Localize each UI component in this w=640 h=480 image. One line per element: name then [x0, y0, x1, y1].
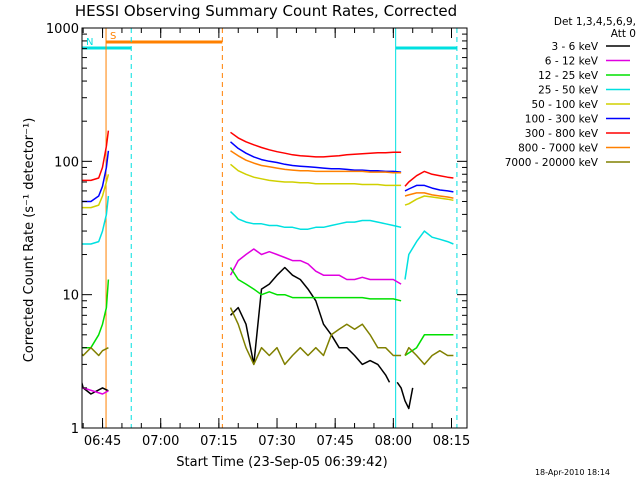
series-line-8-1 [229, 307, 402, 366]
x-tick-label: 06:45 [84, 434, 121, 449]
x-tick-label: 08:00 [375, 434, 412, 449]
annotation-bar-label: S [110, 31, 116, 42]
series-line-0-2 [396, 381, 414, 410]
legend-label: 3 - 6 keV [551, 41, 598, 53]
series-line-5-1 [230, 141, 402, 173]
legend-label: 800 - 7000 keV [518, 143, 599, 155]
series-line-1-0 [82, 387, 109, 395]
x-tick-label: 07:30 [258, 434, 295, 449]
series-line-1-1 [229, 248, 402, 285]
x-axis-label: Start Time (23-Sep-05 06:39:42) [176, 455, 387, 470]
series-line-5-2 [404, 184, 454, 193]
series-line-7-0 [230, 150, 402, 174]
y-tick-label: 1 [71, 422, 79, 437]
x-tick-label: 07:00 [142, 434, 179, 449]
series-line-3-0 [82, 195, 110, 245]
series-line-2-2 [404, 334, 454, 357]
series-line-4-2 [404, 195, 454, 206]
x-tick-label: 08:15 [433, 434, 470, 449]
legend-label: 25 - 50 keV [538, 85, 599, 97]
series-line-0-1 [229, 266, 391, 383]
series-line-3-1 [229, 211, 402, 230]
series-line-6-1 [230, 131, 402, 158]
series-lines [82, 130, 454, 410]
series-line-0-0 [82, 380, 109, 395]
annotation-bar-label: N [86, 37, 93, 48]
y-axis: 1 10 100 1000 [46, 22, 467, 437]
series-line-6-0 [82, 130, 110, 182]
series-line-7-1 [404, 192, 454, 199]
legend-label: 12 - 25 keV [538, 70, 599, 82]
series-line-4-0 [82, 174, 110, 209]
event-markers [105, 28, 458, 428]
legend-label: 7000 - 20000 keV [505, 157, 599, 169]
legend-label: 300 - 800 keV [525, 128, 599, 140]
legend-label: 50 - 100 keV [531, 99, 598, 111]
series-line-2-0 [82, 279, 110, 349]
x-axis: 06:45 07:00 07:15 07:30 07:45 08:00 08:15 [82, 28, 470, 449]
y-axis-label: Corrected Count Rate (s⁻¹ detector⁻¹) [22, 118, 37, 363]
legend-header: Det 1,3,4,5,6,9, [554, 16, 636, 28]
series-line-2-1 [229, 267, 402, 302]
series-line-6-2 [404, 170, 454, 187]
series-line-4-1 [230, 163, 402, 187]
y-tick-label: 100 [54, 155, 79, 170]
series-line-8-2 [404, 346, 454, 366]
legend: Det 1,3,4,5,6,9,Att 0 3 - 6 keV 6 - 12 keV… [505, 16, 636, 169]
attenuator-bars: SN [82, 31, 457, 50]
x-tick-label: 07:45 [316, 434, 353, 449]
series-line-5-0 [82, 150, 110, 203]
chart-title: HESSI Observing Summary Count Rates, Cor… [75, 2, 457, 20]
legend-label: 100 - 300 keV [525, 114, 599, 126]
series-line-3-2 [404, 230, 454, 280]
y-tick-label: 1000 [46, 22, 79, 37]
plot-frame [81, 27, 468, 429]
y-tick-label: 10 [62, 289, 79, 304]
x-tick-label: 07:15 [200, 434, 237, 449]
legend-header: Att 0 [611, 28, 636, 40]
legend-label: 6 - 12 keV [545, 56, 599, 68]
footer-stamp: 18-Apr-2010 18:14 [535, 468, 610, 477]
